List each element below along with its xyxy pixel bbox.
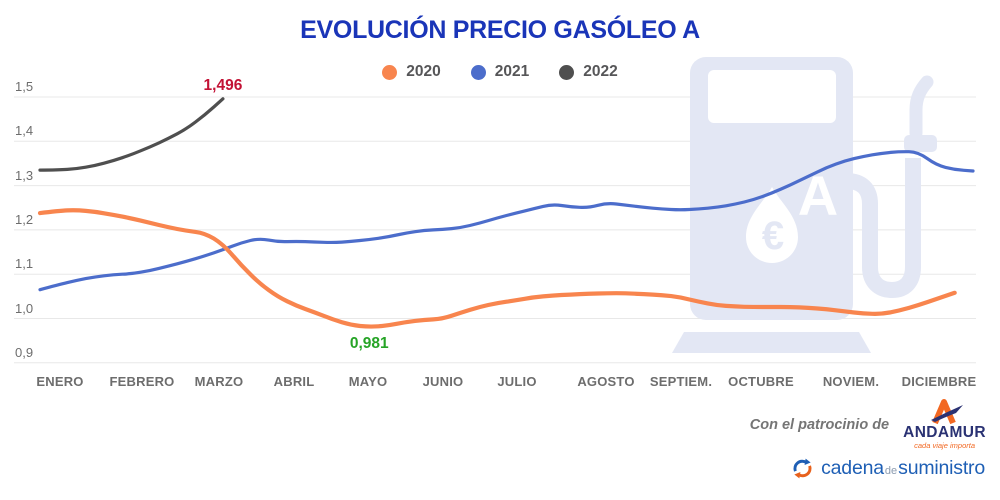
fuel-pump-watermark: € A bbox=[672, 57, 937, 353]
andamur-mark-icon bbox=[930, 399, 963, 425]
publisher-word-de: de bbox=[884, 465, 898, 477]
andamur-tagline: cada viaje importa bbox=[914, 440, 975, 450]
y-tick-label: 1,5 bbox=[15, 79, 34, 94]
series-line-2021 bbox=[38, 150, 975, 292]
publisher-wordmark: cadenadesuministro bbox=[821, 457, 985, 480]
y-tick-label: 1,0 bbox=[15, 300, 34, 316]
legend-dot-2022 bbox=[559, 64, 575, 80]
publisher-word-cadena: cadena bbox=[821, 457, 884, 479]
publisher-logo[interactable]: cadenadesuministro bbox=[791, 457, 985, 480]
x-tick-label-octubre: OCTUBRE bbox=[728, 374, 794, 389]
series-line-2022 bbox=[38, 97, 225, 172]
y-tick-label: 1,4 bbox=[15, 123, 34, 139]
x-tick-label-noviem: NOVIEM. bbox=[822, 374, 880, 389]
x-tick-label-junio: JUNIO bbox=[422, 374, 464, 389]
nozzle-spout bbox=[909, 75, 934, 140]
x-tick-label-julio: JULIO bbox=[497, 374, 537, 389]
sync-arrows-icon bbox=[793, 458, 812, 479]
euro-symbol: € bbox=[762, 214, 784, 258]
chart-title: EVOLUCIÓN PRECIO GASÓLEO A bbox=[300, 16, 700, 44]
publisher-word-suministro: suministro bbox=[898, 457, 985, 479]
sponsor-text: Con el patrocinio de bbox=[749, 417, 890, 433]
legend-item-2021[interactable]: 2021 bbox=[470, 63, 530, 81]
y-tick-label: 1,1 bbox=[15, 256, 34, 272]
legend-label-2020: 2020 bbox=[406, 63, 441, 80]
pump-base bbox=[672, 332, 871, 353]
nozzle-handle bbox=[904, 135, 937, 152]
x-tick-label-mayo: MAYO bbox=[348, 374, 388, 389]
y-tick-label: 1,3 bbox=[15, 167, 34, 183]
x-tick-label-abril: ABRIL bbox=[273, 374, 315, 389]
sponsor-row: Con el patrocinio de ANDAMUR cada viaje … bbox=[750, 399, 986, 451]
legend-item-2022[interactable]: 2022 bbox=[559, 63, 618, 81]
andamur-name: ANDAMUR bbox=[903, 424, 986, 441]
min-annotation: 0,981 bbox=[349, 334, 389, 352]
x-tick-label-agosto: AGOSTO bbox=[577, 374, 635, 389]
x-tick-label-marzo: MARZO bbox=[194, 374, 244, 389]
andamur-logo[interactable]: ANDAMUR cada viaje importa bbox=[903, 399, 986, 451]
legend-dot-2020 bbox=[382, 64, 398, 80]
x-tick-label-septiem: SEPTIEM. bbox=[649, 374, 713, 389]
x-tick-label-febrero: FEBRERO bbox=[109, 374, 175, 389]
legend-label-2021: 2021 bbox=[494, 63, 530, 80]
max-annotation: 1,496 bbox=[203, 76, 243, 94]
gasoleo-a-letter: A bbox=[798, 164, 838, 227]
series-line-2020 bbox=[37, 208, 957, 329]
x-tick-label-enero: ENERO bbox=[36, 374, 84, 389]
pump-hose bbox=[845, 158, 921, 299]
chart-legend: 2020 2021 2022 bbox=[0, 63, 1000, 81]
legend-label-2022: 2022 bbox=[583, 63, 618, 80]
legend-item-2020[interactable]: 2020 bbox=[382, 63, 441, 81]
series-lines bbox=[37, 97, 975, 329]
y-tick-label: 1,2 bbox=[15, 211, 34, 227]
legend-dot-2021 bbox=[470, 64, 486, 80]
pump-screen bbox=[708, 70, 836, 123]
fuel-drop-icon bbox=[746, 187, 798, 263]
x-tick-label-diciembre: DICIEMBRE bbox=[901, 374, 977, 389]
y-tick-label: 0,9 bbox=[15, 344, 34, 360]
